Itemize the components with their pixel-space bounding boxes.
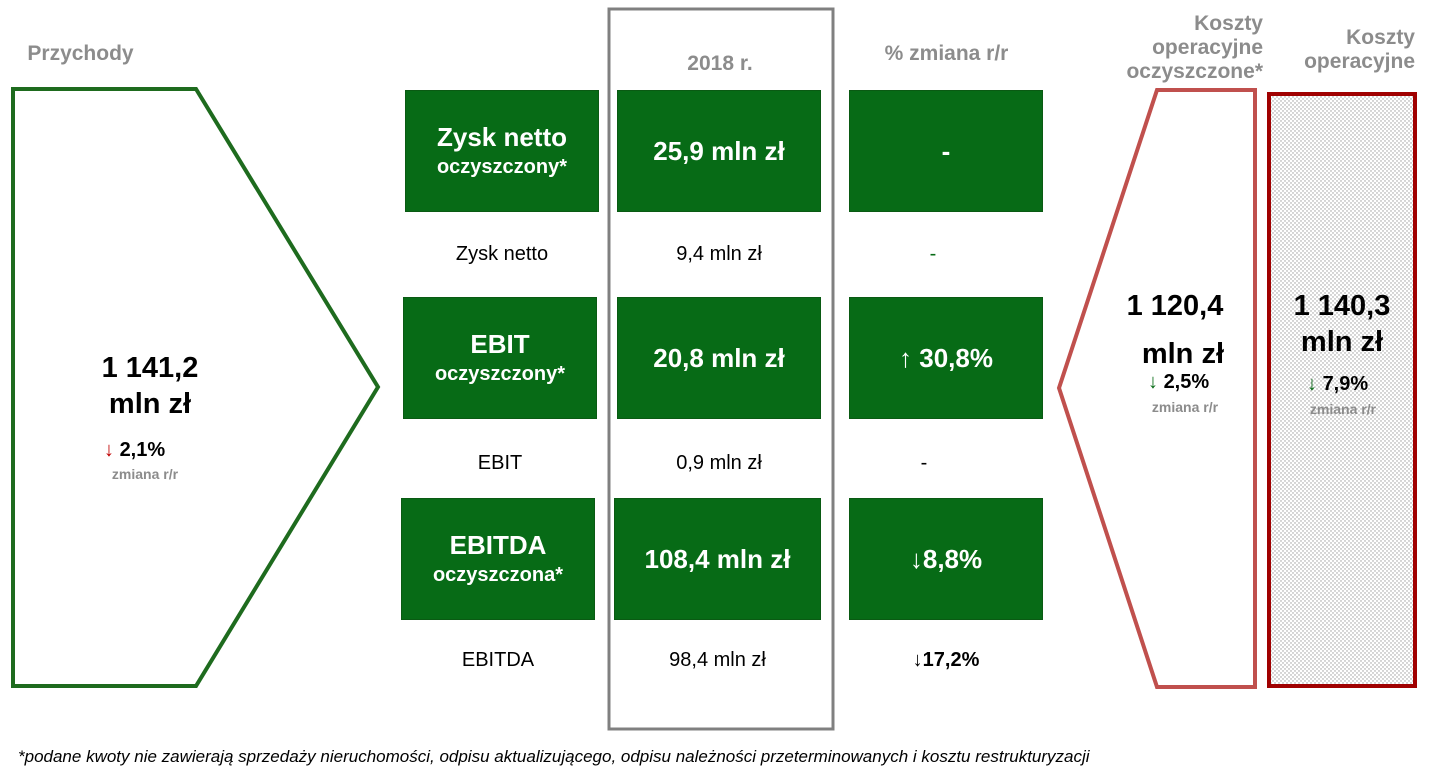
plain-row-change-ebitda: ↓17,2%	[850, 648, 1042, 672]
plain-row-value-ebit: 0,9 mln zł	[676, 452, 762, 474]
plain-row-change-net-profit: -	[929, 243, 937, 265]
metric-change-box-ebit: ↑ 30,8%	[850, 298, 1042, 418]
plain-change-value: 17,2%	[922, 649, 980, 671]
metric-name-box-ebitda: EBITDA oczyszczona*	[402, 499, 594, 619]
metric-name-line2: oczyszczony*	[436, 156, 568, 178]
year-column-frame	[607, 7, 835, 731]
plain-row-value-net-profit: 9,4 mln zł	[676, 243, 762, 265]
arrow-up-icon: ↑	[899, 343, 913, 373]
revenue-value: 1 141,2 mln zł	[70, 350, 230, 422]
arrow-down-icon: ↓	[912, 649, 923, 671]
costs-box-shape	[1267, 92, 1417, 688]
metric-change: -	[941, 136, 951, 166]
year-column-header: 2018 r.	[687, 52, 753, 75]
arrow-down-icon: ↓	[1307, 373, 1317, 395]
revenue-arrow-shape	[11, 87, 381, 688]
revenue-change-value: 2,1%	[119, 439, 166, 461]
costs-label: Koszty operacyjne	[1285, 26, 1415, 74]
costs-clean-change-value: 2,5%	[1163, 371, 1210, 393]
change-column-header: % zmiana r/r	[884, 42, 1009, 65]
costs-label-line2: operacyjne	[1304, 50, 1415, 73]
metric-name-line1: EBIT	[470, 329, 530, 359]
metric-change-wrap: ↑ 30,8%	[899, 342, 993, 374]
plain-row-name-ebitda: EBITDA	[461, 649, 535, 671]
metric-name-line1: Zysk netto	[436, 122, 568, 152]
revenue-label: Przychody	[27, 42, 134, 65]
plain-row-name-ebit: EBIT	[477, 452, 523, 474]
costs-value-line1: 1 140,3	[1293, 290, 1391, 322]
costs-change: ↓ 7,9%	[1307, 372, 1407, 396]
costs-clean-label-line1: Koszty	[1194, 12, 1263, 35]
costs-clean-arrow-shape	[1056, 88, 1257, 689]
costs-clean-label: Koszty operacyjne oczyszczone*	[1118, 12, 1263, 84]
metric-change-wrap: ↓8,8%	[910, 543, 982, 575]
metric-change: 30,8%	[919, 343, 993, 373]
footnote: *podane kwoty nie zawierają sprzedaży ni…	[18, 747, 1090, 766]
costs-clean-change: ↓ 2,5%	[1148, 370, 1248, 394]
costs-change-value: 7,9%	[1322, 373, 1369, 395]
revenue-value-line1: 1 141,2	[101, 352, 199, 384]
costs-value-line2: mln zł	[1300, 326, 1384, 358]
metric-value: 25,9 mln zł	[653, 136, 785, 166]
costs-clean-change-label: zmiana r/r	[1151, 399, 1219, 415]
costs-clean-value: 1 120,4 mln zł	[1100, 288, 1250, 372]
metric-value-box-net-profit: 25,9 mln zł	[618, 91, 820, 211]
metric-value-box-ebit: 20,8 mln zł	[618, 298, 820, 418]
metric-value: 20,8 mln zł	[653, 343, 785, 373]
metric-change: 8,8%	[922, 544, 983, 574]
costs-label-line1: Koszty	[1346, 26, 1415, 49]
metric-name-box-ebit: EBIT oczyszczony*	[404, 298, 596, 418]
costs-value: 1 140,3 mln zł	[1275, 288, 1409, 360]
revenue-change: ↓ 2,1%	[104, 438, 204, 462]
plain-row-value-ebitda: 98,4 mln zł	[669, 649, 766, 671]
costs-clean-label-line3: oczyszczone*	[1126, 60, 1263, 83]
revenue-value-line2: mln zł	[108, 388, 192, 420]
revenue-change-label: zmiana r/r	[111, 466, 179, 482]
costs-clean-value-line1: 1 120,4	[1126, 290, 1224, 322]
arrow-down-icon: ↓	[1148, 371, 1158, 393]
costs-clean-label-line2: operacyjne	[1152, 36, 1263, 59]
arrow-down-icon: ↓	[909, 544, 923, 574]
metric-name-line1: EBITDA	[449, 530, 547, 560]
metric-change-box-ebitda: ↓8,8%	[850, 499, 1042, 619]
costs-clean-value-line2: mln zł	[1141, 338, 1224, 370]
metric-name-line2: oczyszczona*	[432, 564, 564, 586]
metric-value-box-ebitda: 108,4 mln zł	[615, 499, 820, 619]
plain-row-name-net-profit: Zysk netto	[455, 243, 549, 265]
plain-row-change-ebit: -	[920, 452, 928, 474]
metric-name-box-net-profit: Zysk netto oczyszczony*	[406, 91, 598, 211]
costs-change-label: zmiana r/r	[1309, 401, 1377, 417]
arrow-down-icon: ↓	[104, 439, 114, 461]
metric-name-line2: oczyszczony*	[434, 363, 566, 385]
metric-value: 108,4 mln zł	[644, 544, 791, 574]
metric-change-box-net-profit: -	[850, 91, 1042, 211]
